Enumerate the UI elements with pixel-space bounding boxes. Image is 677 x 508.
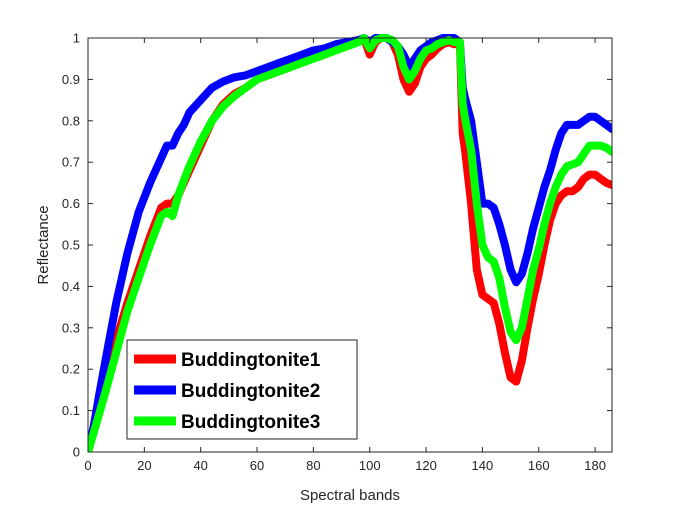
y-tick-label: 0.7 xyxy=(62,155,80,170)
y-axis-label: Reflectance xyxy=(35,205,52,284)
legend-label-buddingtonite1: Buddingtonite1 xyxy=(181,350,321,371)
y-tick-label: 0.8 xyxy=(62,113,80,128)
y-tick-label: 0.4 xyxy=(62,279,80,294)
y-tick-label: 0.6 xyxy=(62,196,80,211)
y-tick-label: 0.9 xyxy=(62,72,80,87)
x-tick-label: 80 xyxy=(306,458,320,473)
x-tick-label: 120 xyxy=(415,458,437,473)
x-axis-label: Spectral bands xyxy=(300,487,400,504)
y-tick-label: 0.2 xyxy=(62,362,80,377)
x-tick-label: 40 xyxy=(193,458,207,473)
y-tick-label: 0 xyxy=(73,445,80,460)
legend: Buddingtonite1 Buddingtonite2 Buddington… xyxy=(126,339,358,440)
x-tick-label: 100 xyxy=(359,458,381,473)
x-tick-label: 140 xyxy=(472,458,494,473)
series-line-buddingtonite2 xyxy=(88,34,612,452)
legend-label-buddingtonite2: Buddingtonite2 xyxy=(181,381,320,402)
y-tick-label: 0.3 xyxy=(62,320,80,335)
y-tick-label: 0.1 xyxy=(62,403,80,418)
x-tick-label: 20 xyxy=(137,458,151,473)
series-line-buddingtonite3 xyxy=(88,34,612,452)
y-tick-label: 0.5 xyxy=(62,238,80,253)
x-tick-label: 180 xyxy=(584,458,606,473)
x-tick-label: 160 xyxy=(528,458,550,473)
tick-layer: 0 20 40 60 80 100 120 140 160 180 0 0.1 0.2 0.3 0.4 0.5… xyxy=(62,31,612,473)
legend-label-buddingtonite3: Buddingtonite3 xyxy=(181,412,320,433)
x-tick-label: 60 xyxy=(250,458,264,473)
series-layer xyxy=(88,34,612,452)
y-tick-label: 1 xyxy=(73,31,80,46)
x-tick-label: 0 xyxy=(84,458,91,473)
